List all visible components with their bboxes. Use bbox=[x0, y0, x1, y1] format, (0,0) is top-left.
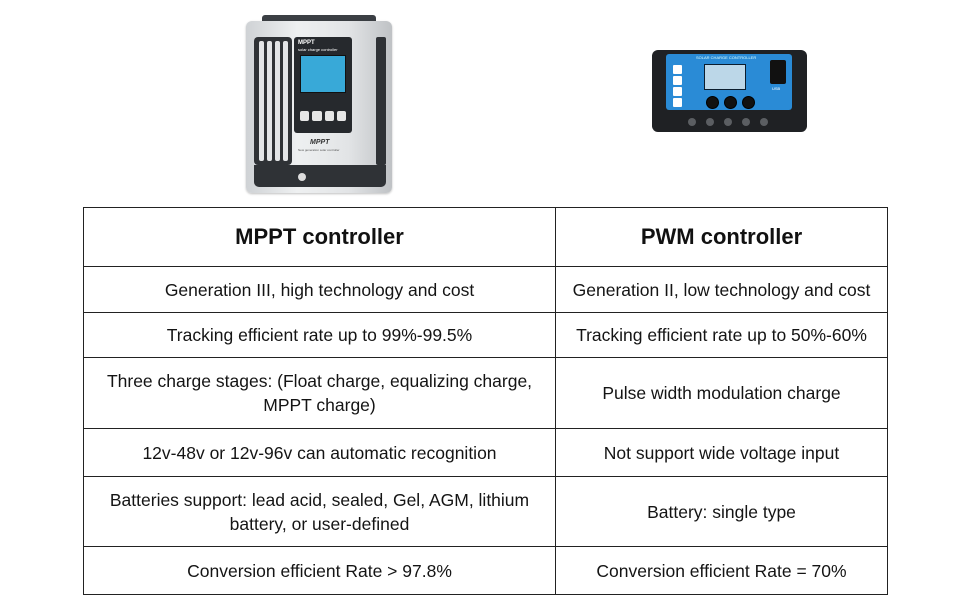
cell-pwm: Conversion efficient Rate = 70% bbox=[555, 546, 888, 595]
pwm-front-panel: SOLAR CHARGE CONTROLLER USB bbox=[666, 54, 792, 110]
cell-mppt: Three charge stages: (Float charge, equa… bbox=[83, 357, 556, 429]
mppt-front-label: MPPT bbox=[310, 139, 330, 146]
heatsink-fin bbox=[283, 41, 288, 161]
mppt-panel-brand: MPPT bbox=[298, 40, 315, 46]
pwm-button bbox=[706, 96, 719, 109]
table-row: 12v-48v or 12v-96v can automatic recogni… bbox=[83, 428, 888, 477]
terminal-screw-icon bbox=[742, 118, 750, 126]
mppt-display-panel: MPPT solar charge controller bbox=[294, 37, 352, 133]
terminal-screw-icon bbox=[706, 118, 714, 126]
mppt-top-cap bbox=[262, 15, 376, 23]
cell-pwm: Not support wide voltage input bbox=[555, 428, 888, 477]
comparison-table: MPPT controller PWM controller Generatio… bbox=[83, 207, 888, 595]
table-row: Tracking efficient rate up to 99%-99.5% … bbox=[83, 312, 888, 358]
pwm-controller-image: SOLAR CHARGE CONTROLLER USB bbox=[652, 50, 807, 132]
mppt-controller-image: MPPT solar charge controller MPPT New ge… bbox=[246, 15, 392, 193]
terminal-screw-icon bbox=[760, 118, 768, 126]
cell-mppt: Conversion efficient Rate > 97.8% bbox=[83, 546, 556, 595]
mppt-screw-icon bbox=[298, 173, 306, 181]
cell-pwm: Battery: single type bbox=[555, 476, 888, 547]
pwm-lcd-screen bbox=[704, 64, 746, 90]
mppt-lcd-screen bbox=[300, 55, 346, 93]
table-row: Conversion efficient Rate > 97.8% Conver… bbox=[83, 546, 888, 595]
cell-pwm: Generation II, low technology and cost bbox=[555, 266, 888, 313]
cell-pwm: Tracking efficient rate up to 50%-60% bbox=[555, 312, 888, 358]
usb-port-icon bbox=[770, 60, 786, 84]
terminal-screw-icon bbox=[724, 118, 732, 126]
header-pwm: PWM controller bbox=[555, 207, 888, 267]
mppt-side-panel bbox=[376, 37, 386, 165]
pwm-status-icons bbox=[672, 64, 692, 107]
mppt-tagline: New generation solar controller bbox=[298, 148, 340, 152]
table-row: Batteries support: lead acid, sealed, Ge… bbox=[83, 476, 888, 547]
pwm-button bbox=[724, 96, 737, 109]
cell-mppt: Tracking efficient rate up to 99%-99.5% bbox=[83, 312, 556, 358]
mppt-terminal-cover bbox=[254, 165, 386, 187]
table-row: Three charge stages: (Float charge, equa… bbox=[83, 357, 888, 429]
pwm-usb-label: USB bbox=[772, 86, 781, 91]
pwm-panel-title: SOLAR CHARGE CONTROLLER bbox=[696, 55, 757, 60]
heatsink-fin bbox=[267, 41, 272, 161]
mppt-panel-subtitle: solar charge controller bbox=[298, 47, 338, 52]
pwm-button bbox=[742, 96, 755, 109]
table-row: Generation III, high technology and cost… bbox=[83, 266, 888, 313]
cell-pwm: Pulse width modulation charge bbox=[555, 357, 888, 429]
mppt-buttons bbox=[300, 111, 346, 121]
cell-mppt: Generation III, high technology and cost bbox=[83, 266, 556, 313]
terminal-screw-icon bbox=[688, 118, 696, 126]
cell-mppt: 12v-48v or 12v-96v can automatic recogni… bbox=[83, 428, 556, 477]
heatsink-fin bbox=[259, 41, 264, 161]
table-header-row: MPPT controller PWM controller bbox=[83, 207, 888, 267]
heatsink-fin bbox=[275, 41, 280, 161]
cell-mppt: Batteries support: lead acid, sealed, Ge… bbox=[83, 476, 556, 547]
header-mppt: MPPT controller bbox=[83, 207, 556, 267]
